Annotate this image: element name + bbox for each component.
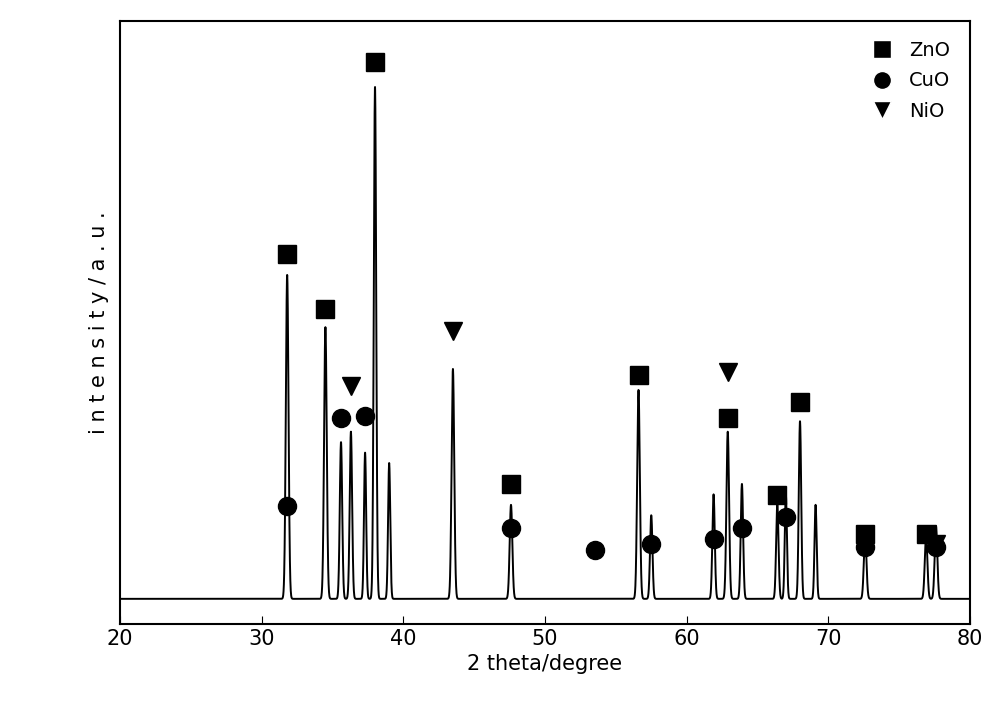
Y-axis label: i n t e n s i t y / a . u .: i n t e n s i t y / a . u . <box>89 211 109 434</box>
Legend: ZnO, CuO, NiO: ZnO, CuO, NiO <box>853 31 960 130</box>
X-axis label: 2 theta/degree: 2 theta/degree <box>467 654 623 674</box>
